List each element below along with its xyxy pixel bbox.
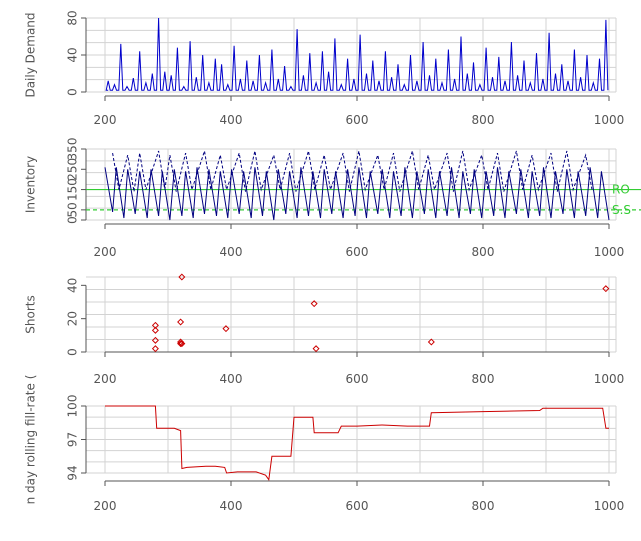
panel-demand: 0 40 80 200 400 600 800 1000 Daily Demand — [24, 10, 625, 127]
x-tick-label: 1000 — [594, 499, 625, 513]
x-tick-label: 1000 — [594, 372, 625, 386]
x-tick-label: 400 — [220, 245, 243, 259]
y-axis-label: Shorts — [24, 295, 38, 333]
grid-demand — [86, 17, 617, 93]
panel-fillrate: 94 97 100 200 400 600 800 1000 n day rolling fil… — [24, 375, 625, 513]
inventory-position-series-line — [112, 150, 593, 192]
on-hand-series-line — [104, 167, 610, 221]
y-tick-label: 50 — [66, 202, 80, 217]
y-axis-label: Daily Demand — [24, 12, 38, 97]
shorts-point — [427, 338, 435, 346]
y-tick-label: 40 — [66, 278, 80, 293]
y-tick-label: 94 — [66, 465, 80, 480]
y-axis-label: n day rolling fill-rate ( — [24, 375, 38, 505]
x-tick-label: 600 — [346, 113, 369, 127]
y-tick-label: 0 — [66, 88, 80, 96]
shorts-point — [151, 326, 159, 334]
grid-shorts — [86, 276, 617, 353]
x-tick-label: 600 — [346, 499, 369, 513]
shorts-point — [151, 336, 159, 344]
panel-shorts: 0 20 40 200 400 600 800 1000 Shorts — [24, 273, 625, 386]
x-tick-label: 800 — [472, 499, 495, 513]
shorts-point — [310, 300, 318, 308]
y-tick-label: 100 — [66, 395, 80, 418]
x-tick-label: 200 — [94, 113, 117, 127]
x-tick-label: 800 — [472, 113, 495, 127]
shorts-point — [178, 340, 186, 348]
x-tick-label: 200 — [94, 372, 117, 386]
x-tick-label: 400 — [220, 113, 243, 127]
shorts-point — [222, 325, 230, 333]
fillrate-series-line — [105, 405, 609, 482]
grid-fillrate — [86, 405, 617, 474]
x-tick-label: 400 — [220, 372, 243, 386]
shorts-point — [151, 345, 159, 353]
x-tick-label: 800 — [472, 372, 495, 386]
y-tick-label: 150 — [66, 178, 80, 201]
y-tick-label: 80 — [66, 10, 80, 25]
x-tick-label: 200 — [94, 499, 117, 513]
reference-line-label: RO — [612, 183, 630, 197]
x-tick-label: 1000 — [594, 245, 625, 259]
y-tick-label: 250 — [66, 158, 80, 181]
demand-series-line — [105, 17, 609, 91]
y-tick-label: 20 — [66, 311, 80, 326]
y-tick-label: 0 — [66, 216, 80, 224]
x-tick-label: 1000 — [594, 113, 625, 127]
y-tick-label: 40 — [66, 47, 80, 62]
shorts-point — [312, 345, 320, 353]
x-tick-label: 600 — [346, 245, 369, 259]
y-axis-label: Inventory — [24, 156, 38, 213]
y-tick-label: 97 — [66, 432, 80, 447]
x-tick-label: 400 — [220, 499, 243, 513]
x-tick-label: 800 — [472, 245, 495, 259]
y-tick-label: 0 — [66, 348, 80, 356]
y-tick-label: 350 — [66, 138, 80, 161]
shorts-point — [177, 318, 185, 326]
shorts-point — [151, 321, 159, 329]
shorts-point — [178, 273, 186, 281]
x-tick-label: 600 — [346, 372, 369, 386]
shorts-point — [602, 285, 610, 293]
reference-line-label: S.S — [612, 203, 631, 217]
x-tick-label: 200 — [94, 245, 117, 259]
